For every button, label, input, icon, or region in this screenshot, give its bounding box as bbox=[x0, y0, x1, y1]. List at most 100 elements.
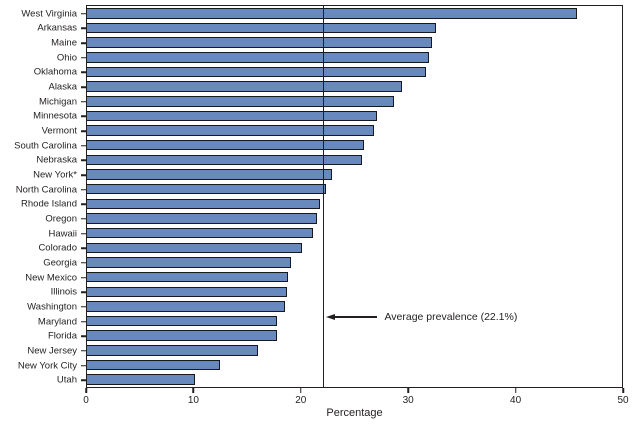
y-tick bbox=[81, 27, 86, 30]
y-tick bbox=[81, 159, 86, 162]
y-tick-label: Nebraska bbox=[36, 154, 77, 166]
y-tick bbox=[81, 174, 86, 176]
y-tick bbox=[81, 71, 86, 74]
y-tick-label: Washington bbox=[27, 301, 77, 313]
bar bbox=[87, 257, 292, 268]
y-tick-label: New York City bbox=[17, 359, 77, 371]
x-tick-label: 0 bbox=[83, 395, 89, 406]
x-tick bbox=[407, 388, 409, 393]
y-tick bbox=[81, 364, 86, 367]
x-tick-label: 20 bbox=[295, 395, 307, 406]
y-tick bbox=[81, 144, 86, 147]
plot-area: Average prevalence (22.1%) bbox=[86, 5, 623, 388]
y-tick bbox=[81, 130, 86, 132]
y-tick-label: West Virginia bbox=[21, 8, 77, 20]
y-tick bbox=[81, 218, 86, 220]
y-tick bbox=[81, 276, 86, 279]
y-tick bbox=[81, 379, 86, 381]
average-line bbox=[322, 6, 325, 387]
y-tick-label: Oklahoma bbox=[33, 66, 77, 78]
y-tick-label: Colorado bbox=[38, 242, 77, 254]
annotation-arrowhead-icon bbox=[326, 314, 336, 320]
bars-layer bbox=[87, 6, 622, 387]
y-tick-label: Utah bbox=[56, 374, 77, 386]
x-tick bbox=[514, 388, 517, 393]
x-tick bbox=[622, 388, 624, 393]
y-tick bbox=[81, 291, 86, 293]
bar bbox=[87, 301, 285, 312]
bar bbox=[87, 8, 578, 19]
bar bbox=[87, 213, 318, 224]
bar bbox=[87, 227, 313, 239]
x-tick bbox=[85, 388, 87, 393]
bar bbox=[87, 110, 377, 122]
bar bbox=[87, 66, 427, 78]
y-tick bbox=[81, 86, 86, 88]
y-tick bbox=[81, 203, 86, 206]
y-tick-label: Georgia bbox=[43, 257, 77, 269]
bar bbox=[87, 374, 196, 385]
y-tick-label: Maryland bbox=[37, 315, 77, 327]
y-tick-label: Ohio bbox=[56, 52, 77, 64]
annotation-label: Average prevalence (22.1%) bbox=[384, 311, 518, 323]
y-tick-label: Florida bbox=[47, 330, 77, 342]
annotation-arrow bbox=[335, 316, 378, 318]
bar bbox=[87, 52, 430, 63]
x-axis: 0 10 20 30 40 50 bbox=[83, 388, 629, 422]
bar bbox=[87, 22, 436, 34]
y-tick-label: New York* bbox=[33, 169, 77, 181]
bar bbox=[87, 169, 333, 180]
y-tick-label: Maine bbox=[51, 37, 77, 49]
bar bbox=[87, 154, 362, 166]
y-tick-label: Michigan bbox=[38, 96, 77, 107]
y-tick-label: Illinois bbox=[50, 286, 77, 298]
x-tick-label: 50 bbox=[617, 395, 629, 406]
y-tick bbox=[81, 232, 86, 235]
y-tick bbox=[81, 306, 86, 308]
y-tick bbox=[81, 57, 86, 59]
y-tick-label: Vermont bbox=[41, 125, 77, 137]
x-tick bbox=[192, 388, 195, 393]
y-tick bbox=[81, 262, 86, 264]
bar bbox=[87, 345, 259, 356]
x-axis-label: Percentage bbox=[326, 407, 383, 419]
y-axis-labels: West Virginia Arkansas Maine Ohio Oklahoma Al… bbox=[0, 5, 86, 388]
x-tick-label: 10 bbox=[187, 395, 199, 406]
y-tick bbox=[81, 101, 86, 103]
y-tick bbox=[81, 188, 86, 191]
bar bbox=[87, 37, 432, 48]
y-tick-label: Arkansas bbox=[37, 22, 77, 34]
bar bbox=[87, 271, 289, 283]
x-tick bbox=[300, 388, 302, 393]
bar bbox=[87, 125, 374, 136]
bar bbox=[87, 286, 288, 297]
bar bbox=[87, 81, 402, 92]
bar bbox=[87, 139, 365, 151]
y-tick bbox=[81, 350, 86, 352]
y-tick bbox=[81, 42, 86, 44]
bar bbox=[87, 183, 326, 195]
bar bbox=[87, 242, 303, 254]
y-tick-label: Rhode Island bbox=[21, 198, 77, 210]
bar bbox=[87, 198, 321, 210]
y-tick bbox=[81, 115, 86, 118]
y-tick-label: South Carolina bbox=[14, 139, 77, 151]
bar bbox=[87, 96, 395, 107]
y-tick-label: Hawaii bbox=[48, 227, 77, 239]
y-tick-label: New Jersey bbox=[27, 345, 77, 357]
y-tick bbox=[81, 13, 86, 15]
y-tick-label: North Carolina bbox=[15, 183, 77, 195]
y-tick bbox=[81, 335, 86, 337]
y-tick-label: Oregon bbox=[45, 213, 77, 225]
bar bbox=[87, 359, 220, 371]
x-tick-label: 40 bbox=[510, 395, 522, 406]
y-tick bbox=[81, 320, 86, 323]
y-tick-label: Alaska bbox=[48, 81, 77, 93]
bar bbox=[87, 330, 278, 341]
y-tick-label: New Mexico bbox=[25, 271, 77, 283]
average-annotation: Average prevalence (22.1%) bbox=[326, 311, 517, 323]
y-tick bbox=[81, 247, 86, 250]
bar bbox=[87, 315, 278, 327]
y-tick-label: Minnesota bbox=[33, 110, 77, 122]
